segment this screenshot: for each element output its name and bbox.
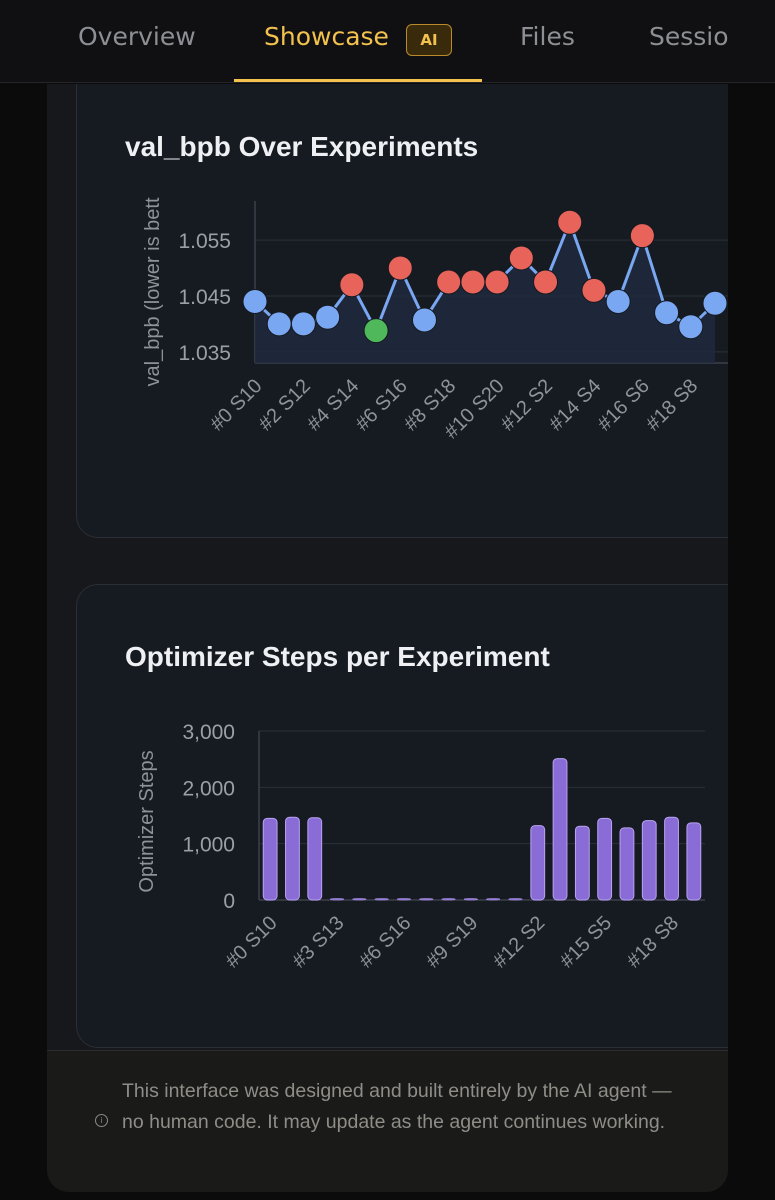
x-tick-label: #12 S2 [489,912,549,972]
bar [574,825,590,901]
tab-overview[interactable]: Overview [78,22,196,51]
x-tick-label: #16 S6 [594,375,654,435]
bar [508,898,523,901]
footer-text: This interface was designed and built en… [122,1080,672,1133]
x-tick-label: #14 S4 [545,375,605,435]
bar [374,898,389,901]
data-point [436,269,462,295]
val-bpb-chart-title: val_bpb Over Experiments [125,131,479,162]
x-tick-label: #0 S10 [206,375,266,435]
y-tick-label: 2,000 [182,777,235,800]
y-tick-label: 3,000 [182,721,235,744]
bar [485,898,501,901]
tab-showcase[interactable]: Showcase [264,22,389,51]
bar [619,827,635,901]
data-point [605,289,631,315]
optimizer-steps-card: Optimizer Steps per Experiment 3,000 2,00… [76,584,728,1048]
bar [396,898,412,901]
active-tab-indicator [234,79,482,82]
bar [307,817,323,901]
x-tick-label: #6 S16 [355,912,415,972]
x-tick-label: #2 S12 [255,375,315,435]
data-point [387,255,413,281]
showcase-panel: val_bpb Over Experiments 1.055 1.045 1.035… [47,84,728,1192]
bar [352,898,367,901]
tab-bar: Overview Showcase AI Files Sessio [0,0,775,83]
bar [463,898,479,901]
x-tick-label: #4 S14 [303,375,363,435]
bar [419,898,434,901]
info-icon: i [95,1114,108,1127]
data-point [557,209,583,235]
y-tick-label: 1.055 [178,230,231,253]
tab-sessions[interactable]: Sessio [649,22,729,51]
bar [597,817,613,901]
data-point [581,277,607,303]
data-point [411,307,437,333]
x-tick-label: #9 S19 [422,912,482,972]
data-point [654,300,680,326]
data-point [629,223,655,249]
x-tick-label: #3 S13 [288,912,348,972]
optimizer-steps-chart-title: Optimizer Steps per Experiment [125,641,550,672]
footer-note [47,1050,728,1192]
y-tick-label: 0 [223,890,235,913]
bar [285,816,300,901]
data-point [290,311,316,337]
y-axis-label: Optimizer Steps [136,750,158,892]
data-point [363,318,389,344]
bar [664,816,679,901]
y-tick-label: 1,000 [182,834,235,857]
optimizer-steps-chart: 3,000 2,000 1,000 0 Optimizer Steps #0 S10 #3 … [136,721,705,972]
x-tick-label: #18 S8 [623,912,683,972]
x-tick-label: #6 S16 [351,375,411,435]
bar [262,817,278,901]
bar [686,822,702,901]
bar [530,825,546,901]
y-tick-label: 1.035 [178,342,231,365]
val-bpb-card: val_bpb Over Experiments 1.055 1.045 1.035… [76,84,728,538]
data-point [533,269,559,295]
data-point [484,269,510,295]
val-bpb-chart: 1.055 1.045 1.035 val_bpb (lower is bett #0 … [142,197,728,443]
data-point [678,314,704,340]
data-point [460,269,486,295]
ai-badge: AI [406,24,452,56]
x-tick-label: #15 S5 [556,912,616,972]
data-point [266,311,292,337]
data-point [315,304,341,330]
bar [329,898,345,901]
tab-files[interactable]: Files [520,22,575,51]
bar [441,898,456,901]
x-tick-label: #12 S2 [497,375,557,435]
y-tick-label: 1.045 [178,286,231,309]
x-tick-label: #18 S8 [642,375,702,435]
y-axis-label: val_bpb (lower is bett [142,197,164,386]
data-point [242,289,268,315]
bar [641,820,657,901]
data-point [339,272,365,298]
data-point [702,290,728,316]
data-point [508,245,534,271]
bar [552,758,568,901]
x-tick-label: #0 S10 [221,912,281,972]
